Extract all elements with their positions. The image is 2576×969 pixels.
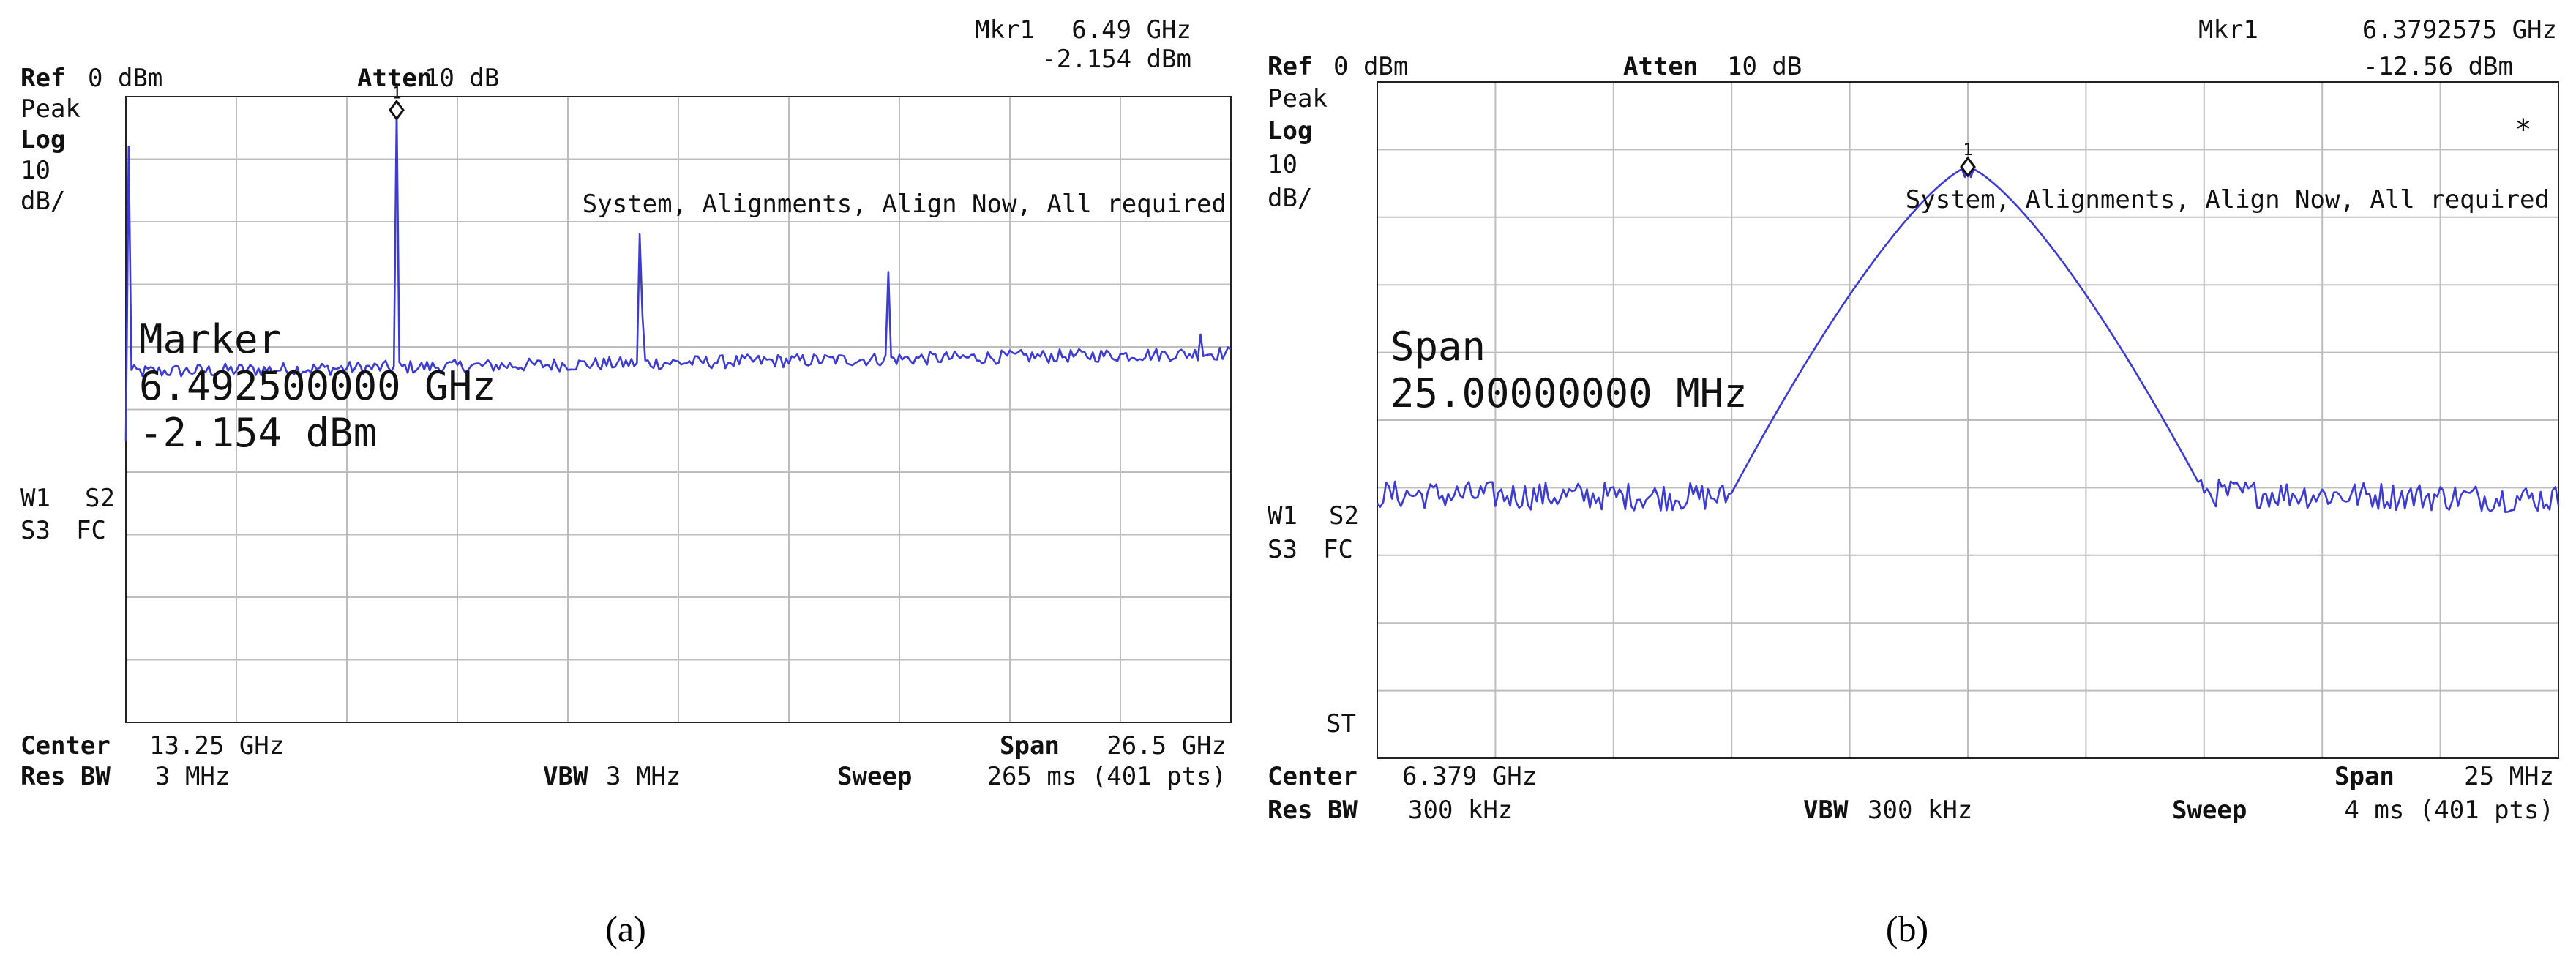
trace-a xyxy=(124,109,1232,441)
span-label-b: Span xyxy=(2334,762,2395,791)
grid-b xyxy=(1377,82,2558,758)
ref-label-b: Ref xyxy=(1268,52,1312,81)
vbw-value-b: 300 kHz xyxy=(1868,796,1972,825)
span-value-b: 25 MHz xyxy=(2464,762,2554,791)
w1-label-b: W1 xyxy=(1268,501,1298,531)
panel-a: 1 Mkr1 6.49 GHz -2.154 dBm Ref 0 dBm Att… xyxy=(20,15,1232,949)
grid-a xyxy=(126,97,1231,722)
w1-label-a: W1 xyxy=(20,484,50,513)
atten-value-a: 10 dB xyxy=(424,64,499,93)
marker-b: 1 xyxy=(1960,141,1976,178)
s3-label-b: S3 xyxy=(1268,535,1298,564)
atten-label-a: Atten xyxy=(357,64,432,93)
panel-b: 1 Mkr1 6.3792575 GHz -12.56 dBm Ref 0 dB… xyxy=(1268,15,2560,949)
marker-diamond-a xyxy=(389,99,405,121)
center-value-b: 6.379 GHz xyxy=(1402,762,1537,791)
s2-label-b: S2 xyxy=(1329,501,1359,531)
spectrum-trace-a xyxy=(124,109,1232,441)
mkr-amp-b: -12.56 dBm xyxy=(2363,52,2513,81)
rbw-label-a: Res BW xyxy=(20,762,111,791)
marker-diamond-b xyxy=(1960,156,1976,178)
center-value-a: 13.25 GHz xyxy=(149,731,284,760)
ref-value-b: 0 dBm xyxy=(1333,52,1408,81)
overlay-line1-b: Span xyxy=(1390,323,1486,370)
mkr-freq-a: 6.49 GHz xyxy=(1071,15,1191,45)
marker-number-b: 1 xyxy=(1963,141,1972,160)
span-value-a: 26.5 GHz xyxy=(1107,731,1227,760)
s3-label-a: S3 xyxy=(20,516,50,545)
rbw-value-b: 300 kHz xyxy=(1408,796,1513,825)
sweep-label-a: Sweep xyxy=(837,762,912,791)
overlay-line2-a: 6.492500000 GHz xyxy=(139,363,496,409)
center-label-a: Center xyxy=(20,731,111,760)
st-label-b: ST xyxy=(1326,709,1356,738)
caption-b: (b) xyxy=(1886,908,1928,949)
span-label-a: Span xyxy=(1000,731,1060,760)
alignment-message-b: System, Alignments, Align Now, All requi… xyxy=(1906,185,2550,214)
sweep-label-b: Sweep xyxy=(2172,796,2247,825)
ref-label-a: Ref xyxy=(20,64,65,93)
plot-frame-b xyxy=(1377,81,2559,759)
marker-a: 1 xyxy=(389,84,405,121)
vbw-value-a: 3 MHz xyxy=(606,762,681,791)
star-indicator-b: * xyxy=(2515,113,2532,146)
overlay-line2-b: 25.00000000 MHz xyxy=(1390,370,1748,416)
caption-a: (a) xyxy=(605,908,646,949)
rbw-label-b: Res BW xyxy=(1268,796,1358,825)
detector-a: Peak xyxy=(20,94,80,124)
alignment-message-a: System, Alignments, Align Now, All requi… xyxy=(583,190,1227,219)
overlay-line3-a: -2.154 dBm xyxy=(139,410,377,456)
s2-label-a: S2 xyxy=(85,484,115,513)
center-label-b: Center xyxy=(1268,762,1358,791)
scale-unit-a: dB/ xyxy=(20,187,65,216)
marker-number-a: 1 xyxy=(392,84,401,102)
scale-label-b: Log xyxy=(1268,116,1312,146)
sweep-value-b: 4 ms (401 pts) xyxy=(2344,796,2554,825)
rbw-value-a: 3 MHz xyxy=(155,762,230,791)
mkr-freq-b: 6.3792575 GHz xyxy=(2362,15,2557,45)
mkr-label-a: Mkr1 xyxy=(975,15,1035,45)
detector-b: Peak xyxy=(1268,84,1328,113)
scale-value-b: 10 xyxy=(1268,150,1298,179)
fc-label-a: FC xyxy=(76,516,106,545)
fc-label-b: FC xyxy=(1323,535,1353,564)
atten-label-b: Atten xyxy=(1623,52,1698,81)
atten-value-b: 10 dB xyxy=(1727,52,1802,81)
ref-value-a: 0 dBm xyxy=(88,64,162,93)
sweep-value-a: 265 ms (401 pts) xyxy=(986,762,1227,791)
vbw-label-a: VBW xyxy=(543,762,588,791)
scale-unit-b: dB/ xyxy=(1268,184,1312,213)
vbw-label-b: VBW xyxy=(1803,796,1849,825)
mkr-label-b: Mkr1 xyxy=(2198,15,2258,45)
scale-label-a: Log xyxy=(20,125,65,154)
mkr-amp-a: -2.154 dBm xyxy=(1041,45,1191,74)
overlay-line1-a: Marker xyxy=(139,316,282,362)
scale-value-a: 10 xyxy=(20,156,50,185)
